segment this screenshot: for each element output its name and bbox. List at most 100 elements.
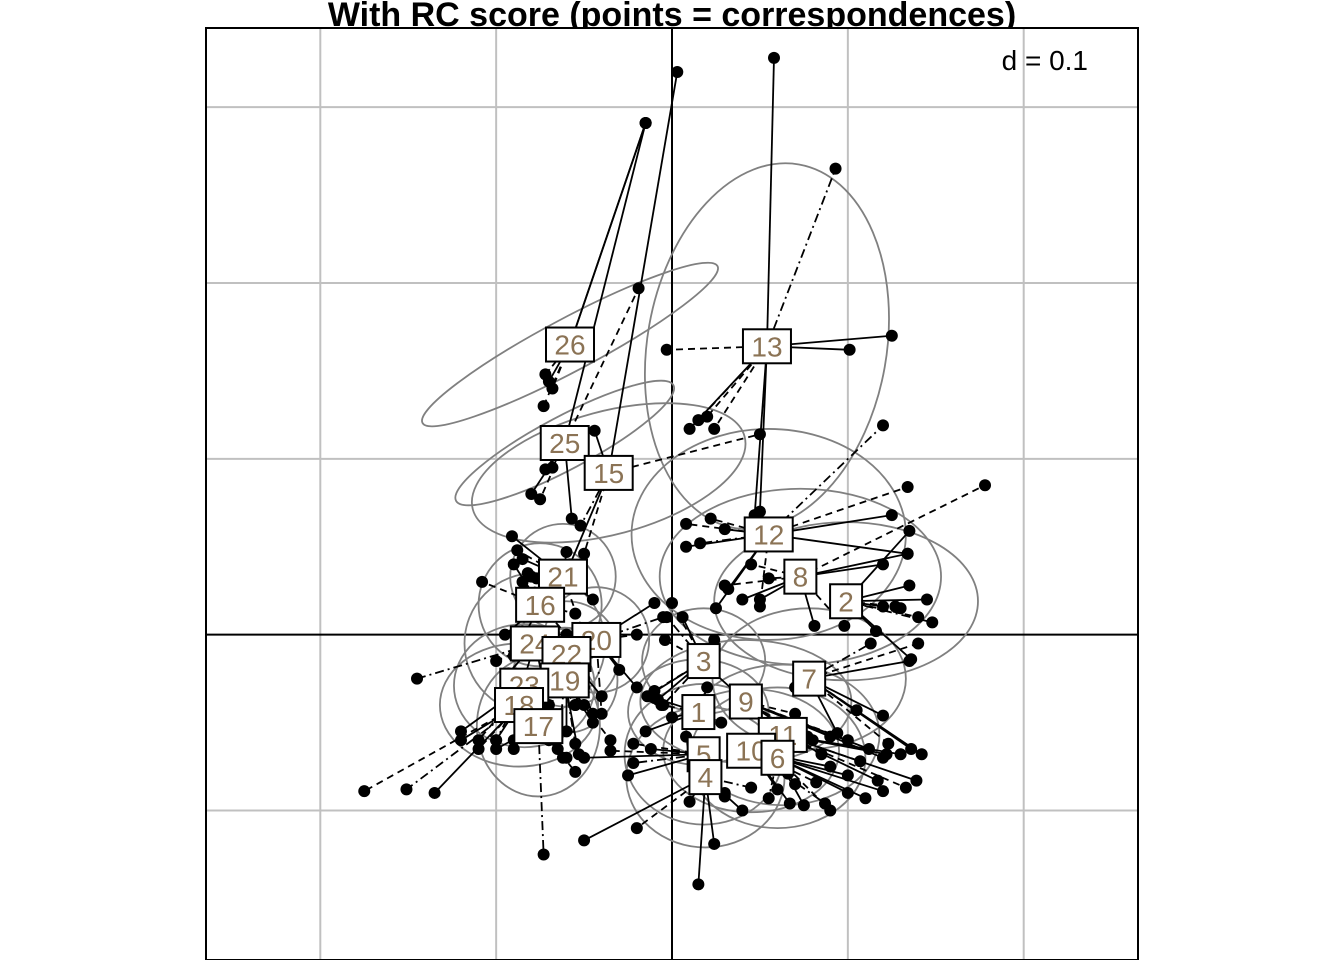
point-13: [660, 343, 673, 356]
segment-3: [664, 639, 705, 662]
point-8: [979, 479, 992, 492]
point-20: [613, 663, 626, 676]
segment-15: [608, 433, 761, 474]
point-13: [708, 422, 721, 435]
point-24: [569, 699, 582, 712]
segment-7: [808, 677, 923, 756]
point-12: [680, 540, 693, 553]
point-26: [539, 368, 552, 381]
label-text-3: 3: [696, 646, 712, 677]
point-11: [871, 774, 884, 787]
point-6: [789, 778, 802, 791]
segment-18: [477, 704, 520, 750]
point-17: [490, 742, 503, 755]
segment-13: [766, 168, 837, 347]
point-19: [604, 734, 617, 747]
label-text-9: 9: [738, 687, 754, 718]
label-box-7: [792, 660, 827, 697]
point-23: [454, 725, 467, 738]
point-21: [516, 553, 529, 566]
segment-8: [750, 563, 801, 578]
point-3: [676, 611, 689, 624]
point-4: [683, 795, 696, 808]
label-text-16: 16: [525, 590, 556, 621]
point-6: [797, 799, 810, 812]
label-box-3: [686, 643, 721, 680]
segment-8: [799, 484, 986, 578]
point-25: [525, 488, 538, 500]
point-22: [560, 725, 573, 738]
point-25: [539, 463, 552, 476]
segment-8: [800, 552, 908, 578]
point-12: [718, 523, 731, 536]
segment-17: [537, 726, 545, 855]
point-7: [912, 637, 925, 650]
point-5: [622, 769, 635, 782]
point-10: [810, 776, 823, 789]
point-11: [880, 748, 893, 761]
point-19: [551, 742, 564, 755]
point-7: [877, 709, 890, 722]
point-2: [912, 611, 925, 624]
segment-4: [583, 776, 706, 842]
segment-23: [495, 685, 526, 741]
point-10: [841, 769, 854, 782]
point-19: [572, 748, 585, 761]
segment-11: [782, 734, 907, 789]
segment-25: [563, 122, 647, 444]
point-21: [586, 593, 599, 606]
point-12: [709, 602, 722, 615]
scale-label: d = 0.1: [1002, 45, 1088, 76]
label-text-1: 1: [691, 697, 707, 728]
segment-7: [808, 677, 858, 712]
point-4: [708, 837, 721, 850]
segment-13: [759, 346, 768, 512]
label-box-1: [681, 694, 716, 731]
point-25: [534, 493, 547, 506]
point-16: [516, 575, 529, 588]
point-5: [627, 757, 640, 770]
point-5: [604, 744, 617, 757]
point-8: [838, 619, 851, 632]
segment-3: [662, 660, 705, 706]
segment-7: [808, 642, 872, 680]
point-3: [658, 633, 671, 646]
label-text-6: 6: [770, 743, 786, 774]
point-18: [400, 783, 413, 796]
point-20: [595, 707, 608, 720]
point-12: [877, 419, 890, 432]
point-1: [639, 725, 652, 738]
point-8: [753, 593, 766, 606]
point-8: [762, 572, 775, 585]
point-9: [824, 730, 837, 743]
label-box-25: [539, 425, 590, 462]
label-text-19: 19: [549, 665, 580, 696]
label-box-9: [728, 683, 763, 720]
point-21: [505, 530, 518, 543]
point-1: [701, 681, 714, 694]
point-22: [595, 690, 608, 703]
label-text-17: 17: [523, 711, 554, 742]
point-12: [680, 517, 693, 530]
point-18: [490, 734, 503, 747]
point-5: [644, 742, 657, 755]
origin-axes: [206, 28, 1138, 960]
point-18: [472, 742, 485, 755]
point-15: [753, 428, 766, 441]
segment-5: [584, 753, 704, 759]
segment-9: [745, 700, 796, 715]
point-15: [588, 424, 601, 437]
point-10: [771, 783, 784, 796]
segment-12: [710, 517, 769, 536]
point-24: [490, 655, 503, 668]
point-3: [708, 633, 721, 646]
point-18: [428, 786, 441, 799]
point-16: [476, 575, 489, 588]
point-12: [694, 537, 707, 550]
point-3: [666, 597, 678, 610]
point-13: [683, 422, 696, 435]
point-4: [630, 822, 643, 835]
segment-20: [596, 616, 664, 641]
point-11: [815, 748, 828, 761]
